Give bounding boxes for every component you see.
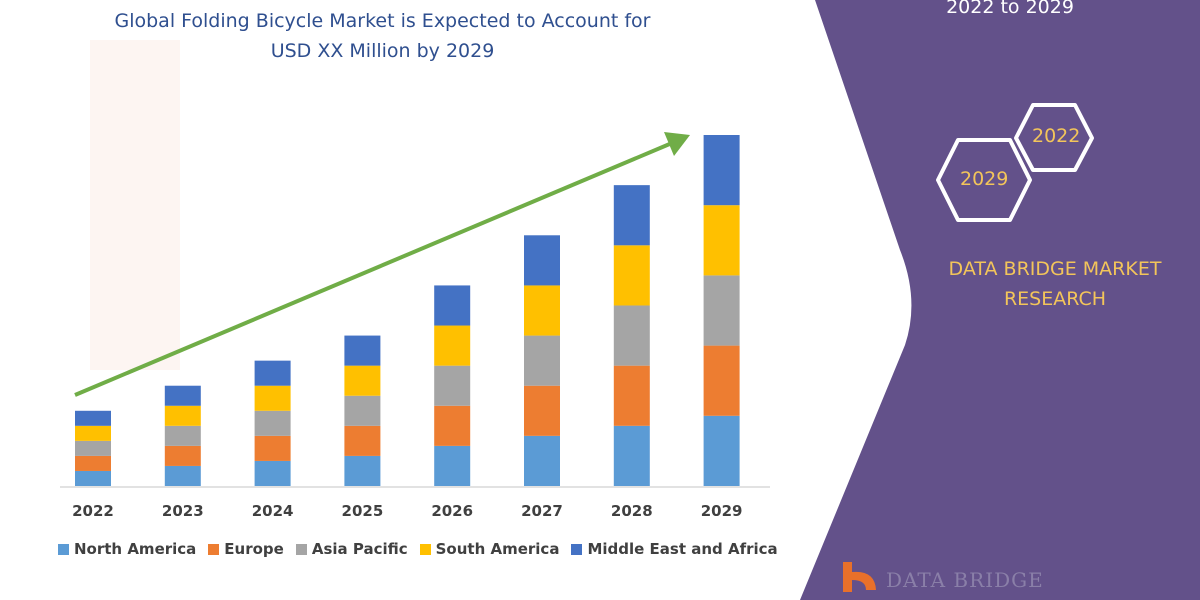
bar-segment-2022-europe bbox=[75, 455, 111, 471]
legend-swatch bbox=[208, 543, 220, 555]
x-tick-label: 2027 bbox=[521, 502, 563, 520]
bar-segment-2025-asia-pacific bbox=[344, 395, 381, 426]
bar-segment-2024-middle-east-and-africa bbox=[254, 360, 291, 386]
bar-segment-2026-europe bbox=[434, 405, 471, 446]
bar-segment-2023-middle-east-and-africa bbox=[164, 385, 201, 406]
bar-segment-2024-south-america bbox=[254, 385, 291, 411]
legend-item: Middle East and Africa bbox=[571, 540, 778, 558]
x-tick-label: 2023 bbox=[161, 502, 204, 520]
bar-segment-2023-europe bbox=[164, 445, 201, 466]
bar-segment-2026-south-america bbox=[434, 325, 471, 366]
bar-segment-2029-middle-east-and-africa bbox=[703, 135, 740, 206]
bar-segment-2028-asia-pacific bbox=[613, 305, 650, 366]
legend-swatch bbox=[58, 543, 69, 555]
x-tick-label: 2029 bbox=[700, 502, 743, 520]
logo-icon bbox=[843, 562, 876, 592]
bar-segment-2027-middle-east-and-africa bbox=[524, 235, 560, 286]
hex-start-year: 2022 bbox=[1032, 125, 1081, 147]
bar-segment-2029-south-america bbox=[703, 205, 740, 276]
bar-segment-2027-asia-pacific bbox=[524, 335, 560, 386]
hex-2029-icon bbox=[936, 138, 1032, 222]
bar-segment-2022-north-america bbox=[75, 470, 111, 486]
bar-segment-2022-south-america bbox=[75, 425, 111, 441]
bar-segment-2023-asia-pacific bbox=[164, 425, 201, 446]
bar-segment-2023-north-america bbox=[164, 465, 201, 486]
bar-segment-2024-asia-pacific bbox=[254, 410, 291, 436]
x-tick-label: 2026 bbox=[431, 502, 474, 520]
bar-segment-2029-asia-pacific bbox=[703, 275, 740, 346]
chart-title: Global Folding Bicycle Market is Expecte… bbox=[60, 6, 705, 66]
bar-segment-2026-north-america bbox=[434, 445, 471, 486]
x-tick-label: 2028 bbox=[610, 502, 653, 520]
legend-label: Europe bbox=[224, 540, 284, 558]
legend-item: Europe bbox=[208, 540, 284, 558]
title-line-1: Global Folding Bicycle Market is Expecte… bbox=[114, 10, 651, 32]
legend-item: South America bbox=[419, 540, 560, 558]
x-tick-label: 2022 bbox=[72, 502, 114, 520]
bar-segment-2024-europe bbox=[254, 435, 291, 461]
period-label: 2022 to 2029 bbox=[946, 0, 1074, 18]
bar-segment-2028-europe bbox=[613, 365, 650, 426]
bar-segment-2027-south-america bbox=[524, 285, 560, 336]
bar-segment-2025-middle-east-and-africa bbox=[344, 335, 381, 366]
legend-label: Asia Pacific bbox=[311, 540, 408, 558]
bar-segment-2025-north-america bbox=[344, 455, 381, 486]
bar-segment-2024-north-america bbox=[254, 460, 291, 486]
legend: North America Europe Asia Pacific South Ame… bbox=[58, 540, 778, 558]
bar-segment-2025-south-america bbox=[344, 365, 381, 396]
title-line-2: USD XX Million by 2029 bbox=[270, 40, 495, 62]
legend-label: South America bbox=[435, 540, 560, 558]
legend-swatch bbox=[295, 543, 307, 555]
bar-segment-2028-middle-east-and-africa bbox=[613, 185, 650, 246]
bar-segment-2025-europe bbox=[344, 425, 381, 456]
x-tick-label: 2025 bbox=[341, 502, 384, 520]
bar-segment-2027-europe bbox=[524, 385, 560, 436]
bar-segment-2026-asia-pacific bbox=[434, 365, 471, 406]
legend-swatch bbox=[571, 543, 583, 555]
brand-line-1: DATA BRIDGE MARKET bbox=[948, 258, 1162, 280]
bar-segment-2029-europe bbox=[703, 345, 740, 416]
bar-segment-2026-middle-east-and-africa bbox=[434, 285, 471, 326]
purple-panel bbox=[800, 0, 1200, 600]
watermark bbox=[90, 40, 180, 370]
brand-name: DATA BRIDGE MARKET RESEARCH bbox=[920, 254, 1190, 314]
legend-label: North America bbox=[74, 540, 197, 558]
bar-segment-2023-south-america bbox=[164, 405, 201, 426]
brand-line-2: RESEARCH bbox=[1003, 288, 1107, 310]
logo-text: DATA BRIDGE bbox=[886, 568, 1044, 592]
legend-label: Middle East and Africa bbox=[587, 540, 778, 558]
hex-end-year: 2029 bbox=[960, 168, 1009, 190]
legend-item: Asia Pacific bbox=[295, 540, 408, 558]
legend-item: North America bbox=[58, 540, 196, 558]
hex-2022-icon bbox=[1014, 103, 1094, 172]
bar-segment-2027-north-america bbox=[524, 435, 560, 486]
trend-arrow-icon bbox=[74, 132, 690, 397]
x-tick-label: 2024 bbox=[251, 502, 294, 520]
bar-segment-2028-south-america bbox=[613, 245, 650, 306]
bar-segment-2022-asia-pacific bbox=[75, 440, 111, 456]
bar-segment-2022-middle-east-and-africa bbox=[75, 410, 111, 426]
bar-segment-2028-north-america bbox=[613, 425, 650, 486]
bar-segment-2029-north-america bbox=[703, 415, 740, 486]
legend-swatch bbox=[419, 543, 431, 555]
